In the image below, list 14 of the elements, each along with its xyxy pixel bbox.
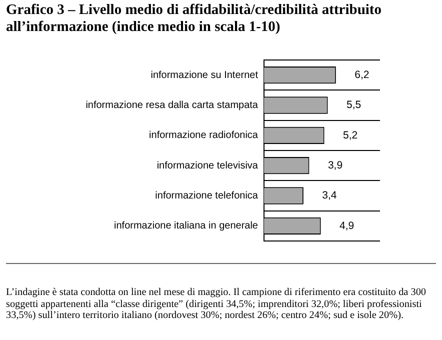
data-label: 5,2 [343,129,358,142]
data-label: 6,2 [354,68,370,81]
y-tick-label: informazione telefonica [155,190,258,202]
y-tick-label: informazione resa dalla carta stampata [86,100,258,111]
data-label: 4,9 [340,220,354,232]
y-tick-label: informazione su Internet [150,70,258,81]
y-tick-label: informazione televisiva [156,160,258,172]
y-tick-label: informazione radiofonica [149,130,258,142]
chart-title: Grafico 3 – Livello medio di affidabilità/credibilità attribuito all’informazione (indice medio in scala 1-10) [6,2,383,36]
data-label: 3,9 [328,159,343,172]
data-label: 5,5 [346,99,362,112]
text: L’indagine è stata condotta on line nel mese di maggio. Il campione di riferimento era costituito da 300 soggetti appartenenti alla “classe dirigente” (dirigenti 34,5%; imprenditori 32,0%; liberi professionisti 33,5%) sull’intero territorio italiano (nordovest 30%; nordest 26%; centro 24%; sud e isole 20%). [6,287,428,322]
data-label: 3,4 [322,190,337,202]
y-tick-label: informazione italiana in generale [114,220,258,232]
